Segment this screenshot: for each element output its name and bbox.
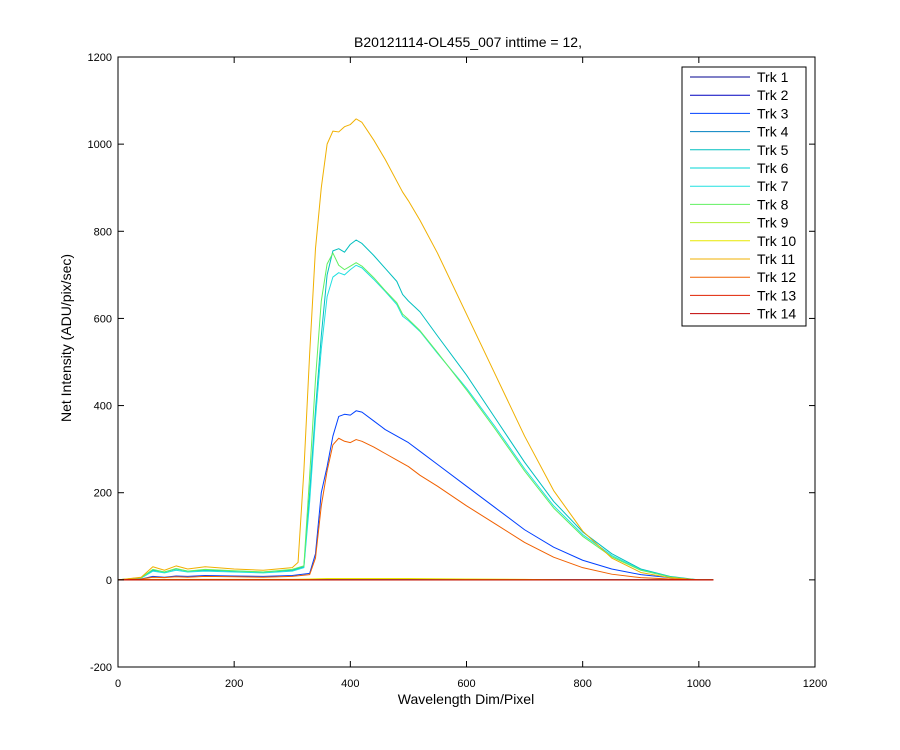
legend-item: Trk 14: [690, 306, 796, 322]
legend-item: Trk 12: [690, 269, 796, 285]
series-line-trk-7: [117, 264, 714, 581]
legend: Trk 1 Trk 2 Trk 3 Trk 4 Trk 5 Trk 6 Trk 7 Trk 8…: [681, 66, 807, 327]
series-line-trk-11: [117, 118, 714, 581]
y-tick-label: 1200: [88, 52, 112, 64]
chart-title: B20121114-OL455_007 inttime = 12,: [354, 34, 582, 50]
legend-label: Trk 1: [757, 69, 789, 85]
legend-label: Trk 2: [757, 87, 789, 103]
series-layer: [117, 118, 714, 581]
legend-label: Trk 7: [757, 178, 789, 194]
x-tick-label: 1000: [687, 678, 711, 690]
legend-item: Trk 10: [690, 233, 796, 249]
x-tick-label: 400: [341, 678, 359, 690]
x-tick-label: 0: [115, 678, 121, 690]
y-tick-label: 0: [106, 575, 112, 587]
legend-item: Trk 1: [690, 69, 789, 85]
legend-label: Trk 3: [757, 105, 789, 121]
y-tick-label: 200: [94, 488, 112, 500]
y-tick-label: -200: [90, 662, 112, 674]
legend-box: [681, 66, 807, 327]
y-tick-label: 600: [94, 313, 112, 325]
legend-label: Trk 9: [757, 215, 789, 231]
legend-item: Trk 4: [690, 124, 789, 140]
x-axis: 0 200 400 600 800 1000 1200: [115, 57, 827, 690]
x-tick-label: 1200: [803, 678, 827, 690]
y-tick-label: 400: [94, 401, 112, 413]
legend-item: Trk 11: [690, 251, 795, 267]
legend-item: Trk 8: [690, 196, 789, 212]
legend-label: Trk 13: [757, 287, 796, 303]
y-tick-label: 800: [94, 226, 112, 238]
legend-label: Trk 4: [757, 124, 789, 140]
legend-label: Trk 12: [757, 269, 796, 285]
legend-item: Trk 3: [690, 105, 789, 121]
legend-label: Trk 5: [757, 142, 789, 158]
series-line-trk-12: [117, 437, 714, 581]
series-line-trk-3: [117, 410, 714, 581]
legend-item: Trk 7: [690, 178, 789, 194]
legend-item: Trk 6: [690, 160, 789, 176]
legend-label: Trk 8: [757, 196, 789, 212]
x-axis-label: Wavelength Dim/Pixel: [398, 691, 534, 707]
y-axis-label: Net Intensity (ADU/pix/sec): [58, 254, 74, 422]
x-tick-label: 200: [225, 678, 243, 690]
x-tick-label: 600: [457, 678, 475, 690]
legend-label: Trk 11: [757, 251, 795, 267]
legend-items: Trk 1 Trk 2 Trk 3 Trk 4 Trk 5 Trk 6 Trk 7 Trk 8…: [690, 69, 796, 322]
legend-label: Trk 14: [757, 306, 796, 322]
x-tick-label: 800: [573, 678, 591, 690]
legend-label: Trk 10: [757, 233, 796, 249]
legend-item: Trk 5: [690, 142, 789, 158]
legend-item: Trk 2: [690, 87, 789, 103]
legend-item: Trk 13: [690, 287, 796, 303]
series-line-trk-8: [117, 252, 714, 581]
y-tick-label: 1000: [88, 139, 112, 151]
legend-item: Trk 9: [690, 215, 789, 231]
legend-label: Trk 6: [757, 160, 789, 176]
y-axis: -200 0 200 400 600 800 1000 1200: [88, 52, 815, 674]
series-line-trk-5: [117, 239, 714, 581]
